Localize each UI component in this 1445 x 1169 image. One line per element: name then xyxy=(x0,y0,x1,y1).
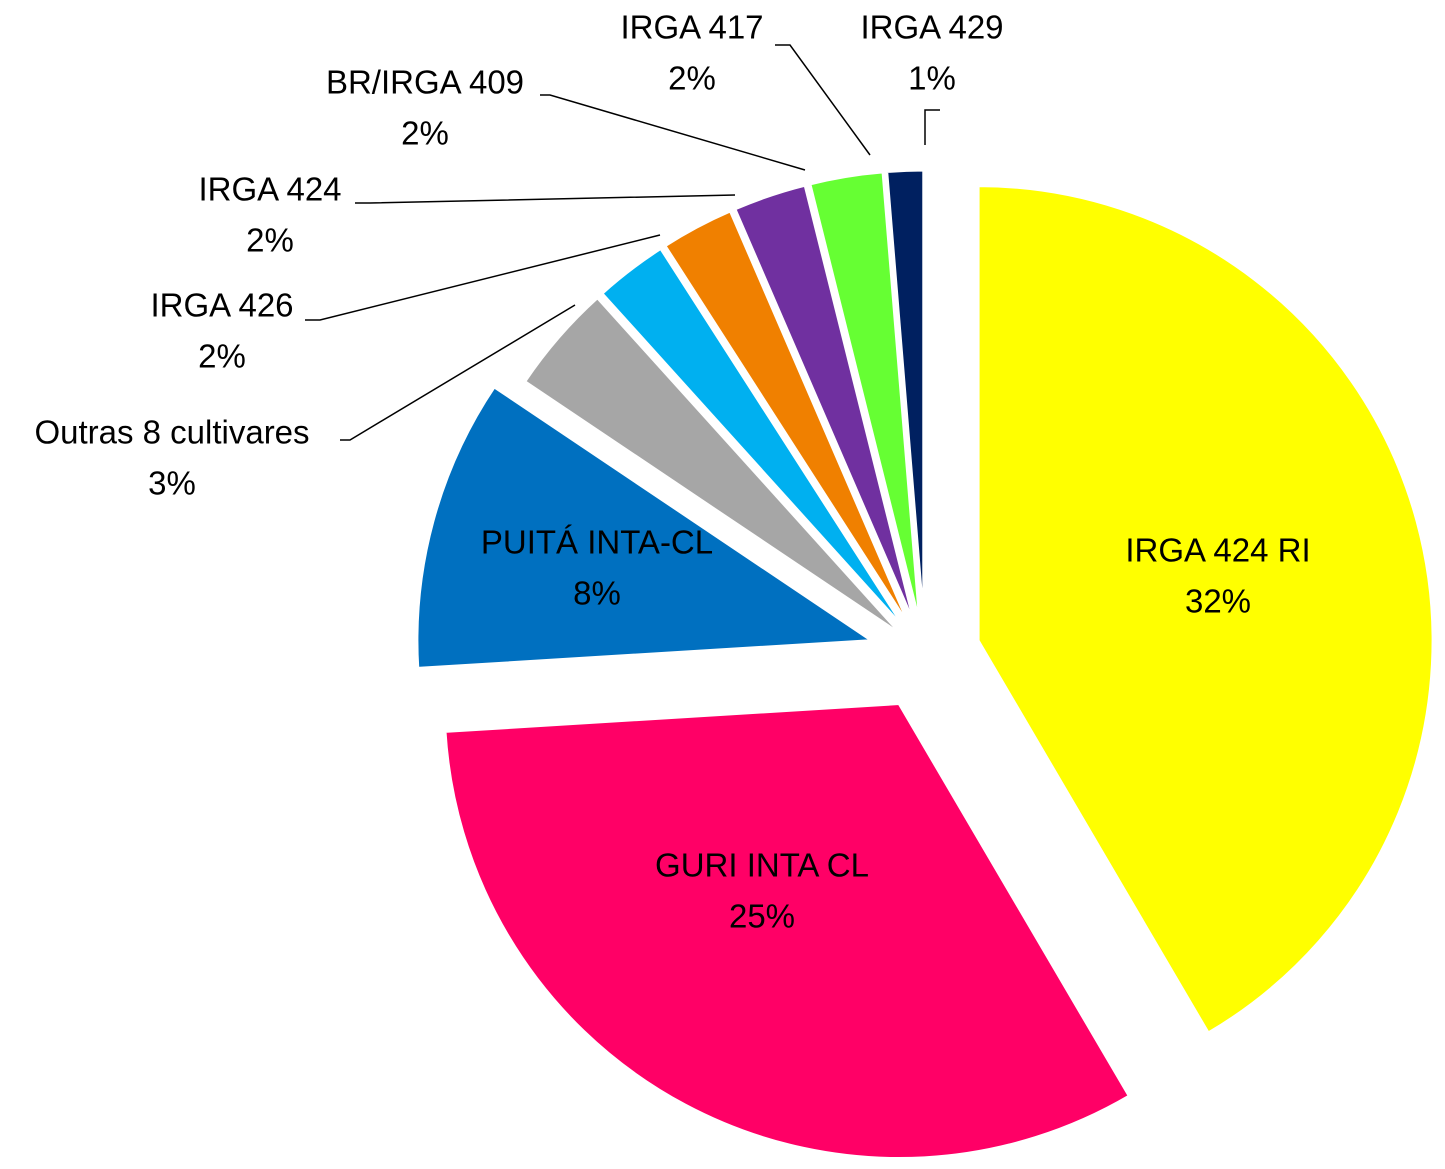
leader-line xyxy=(924,109,940,145)
slice-value: 3% xyxy=(148,465,196,502)
pie-slice xyxy=(885,168,926,626)
slice-label: Outras 8 cultivares xyxy=(34,414,309,451)
pie-slice xyxy=(415,384,877,671)
pie-slice xyxy=(732,183,917,628)
slice-value: 32% xyxy=(1185,583,1251,620)
slice-label: GURI INTA CL xyxy=(655,847,869,884)
slice-value: 2% xyxy=(198,338,246,375)
slice-value: 2% xyxy=(246,222,294,259)
pie-slice xyxy=(976,184,1435,1036)
slice-label: IRGA 429 xyxy=(860,9,1003,46)
pie-slice xyxy=(808,170,922,626)
pie-slice xyxy=(443,701,1132,1161)
slice-label: IRGA 424 xyxy=(198,171,341,208)
leader-line xyxy=(355,194,736,204)
pie-slice xyxy=(599,246,909,633)
slice-label: BR/IRGA 409 xyxy=(326,64,524,101)
slice-label: IRGA 424 RI xyxy=(1125,532,1310,569)
slice-label: IRGA 426 xyxy=(150,287,293,324)
slice-value: 25% xyxy=(729,898,795,935)
slice-value: 2% xyxy=(401,115,449,152)
pie-slice xyxy=(522,295,904,637)
leader-line xyxy=(305,234,661,321)
slice-value: 8% xyxy=(573,575,621,612)
slice-label: IRGA 417 xyxy=(620,9,763,46)
slice-value: 1% xyxy=(908,60,956,97)
leader-line xyxy=(540,94,806,171)
pie-slice xyxy=(662,208,913,630)
slice-label: PUITÁ INTA-CL xyxy=(481,524,713,561)
leader-line xyxy=(340,304,576,441)
leader-line xyxy=(775,44,871,156)
slice-value: 2% xyxy=(668,60,716,97)
